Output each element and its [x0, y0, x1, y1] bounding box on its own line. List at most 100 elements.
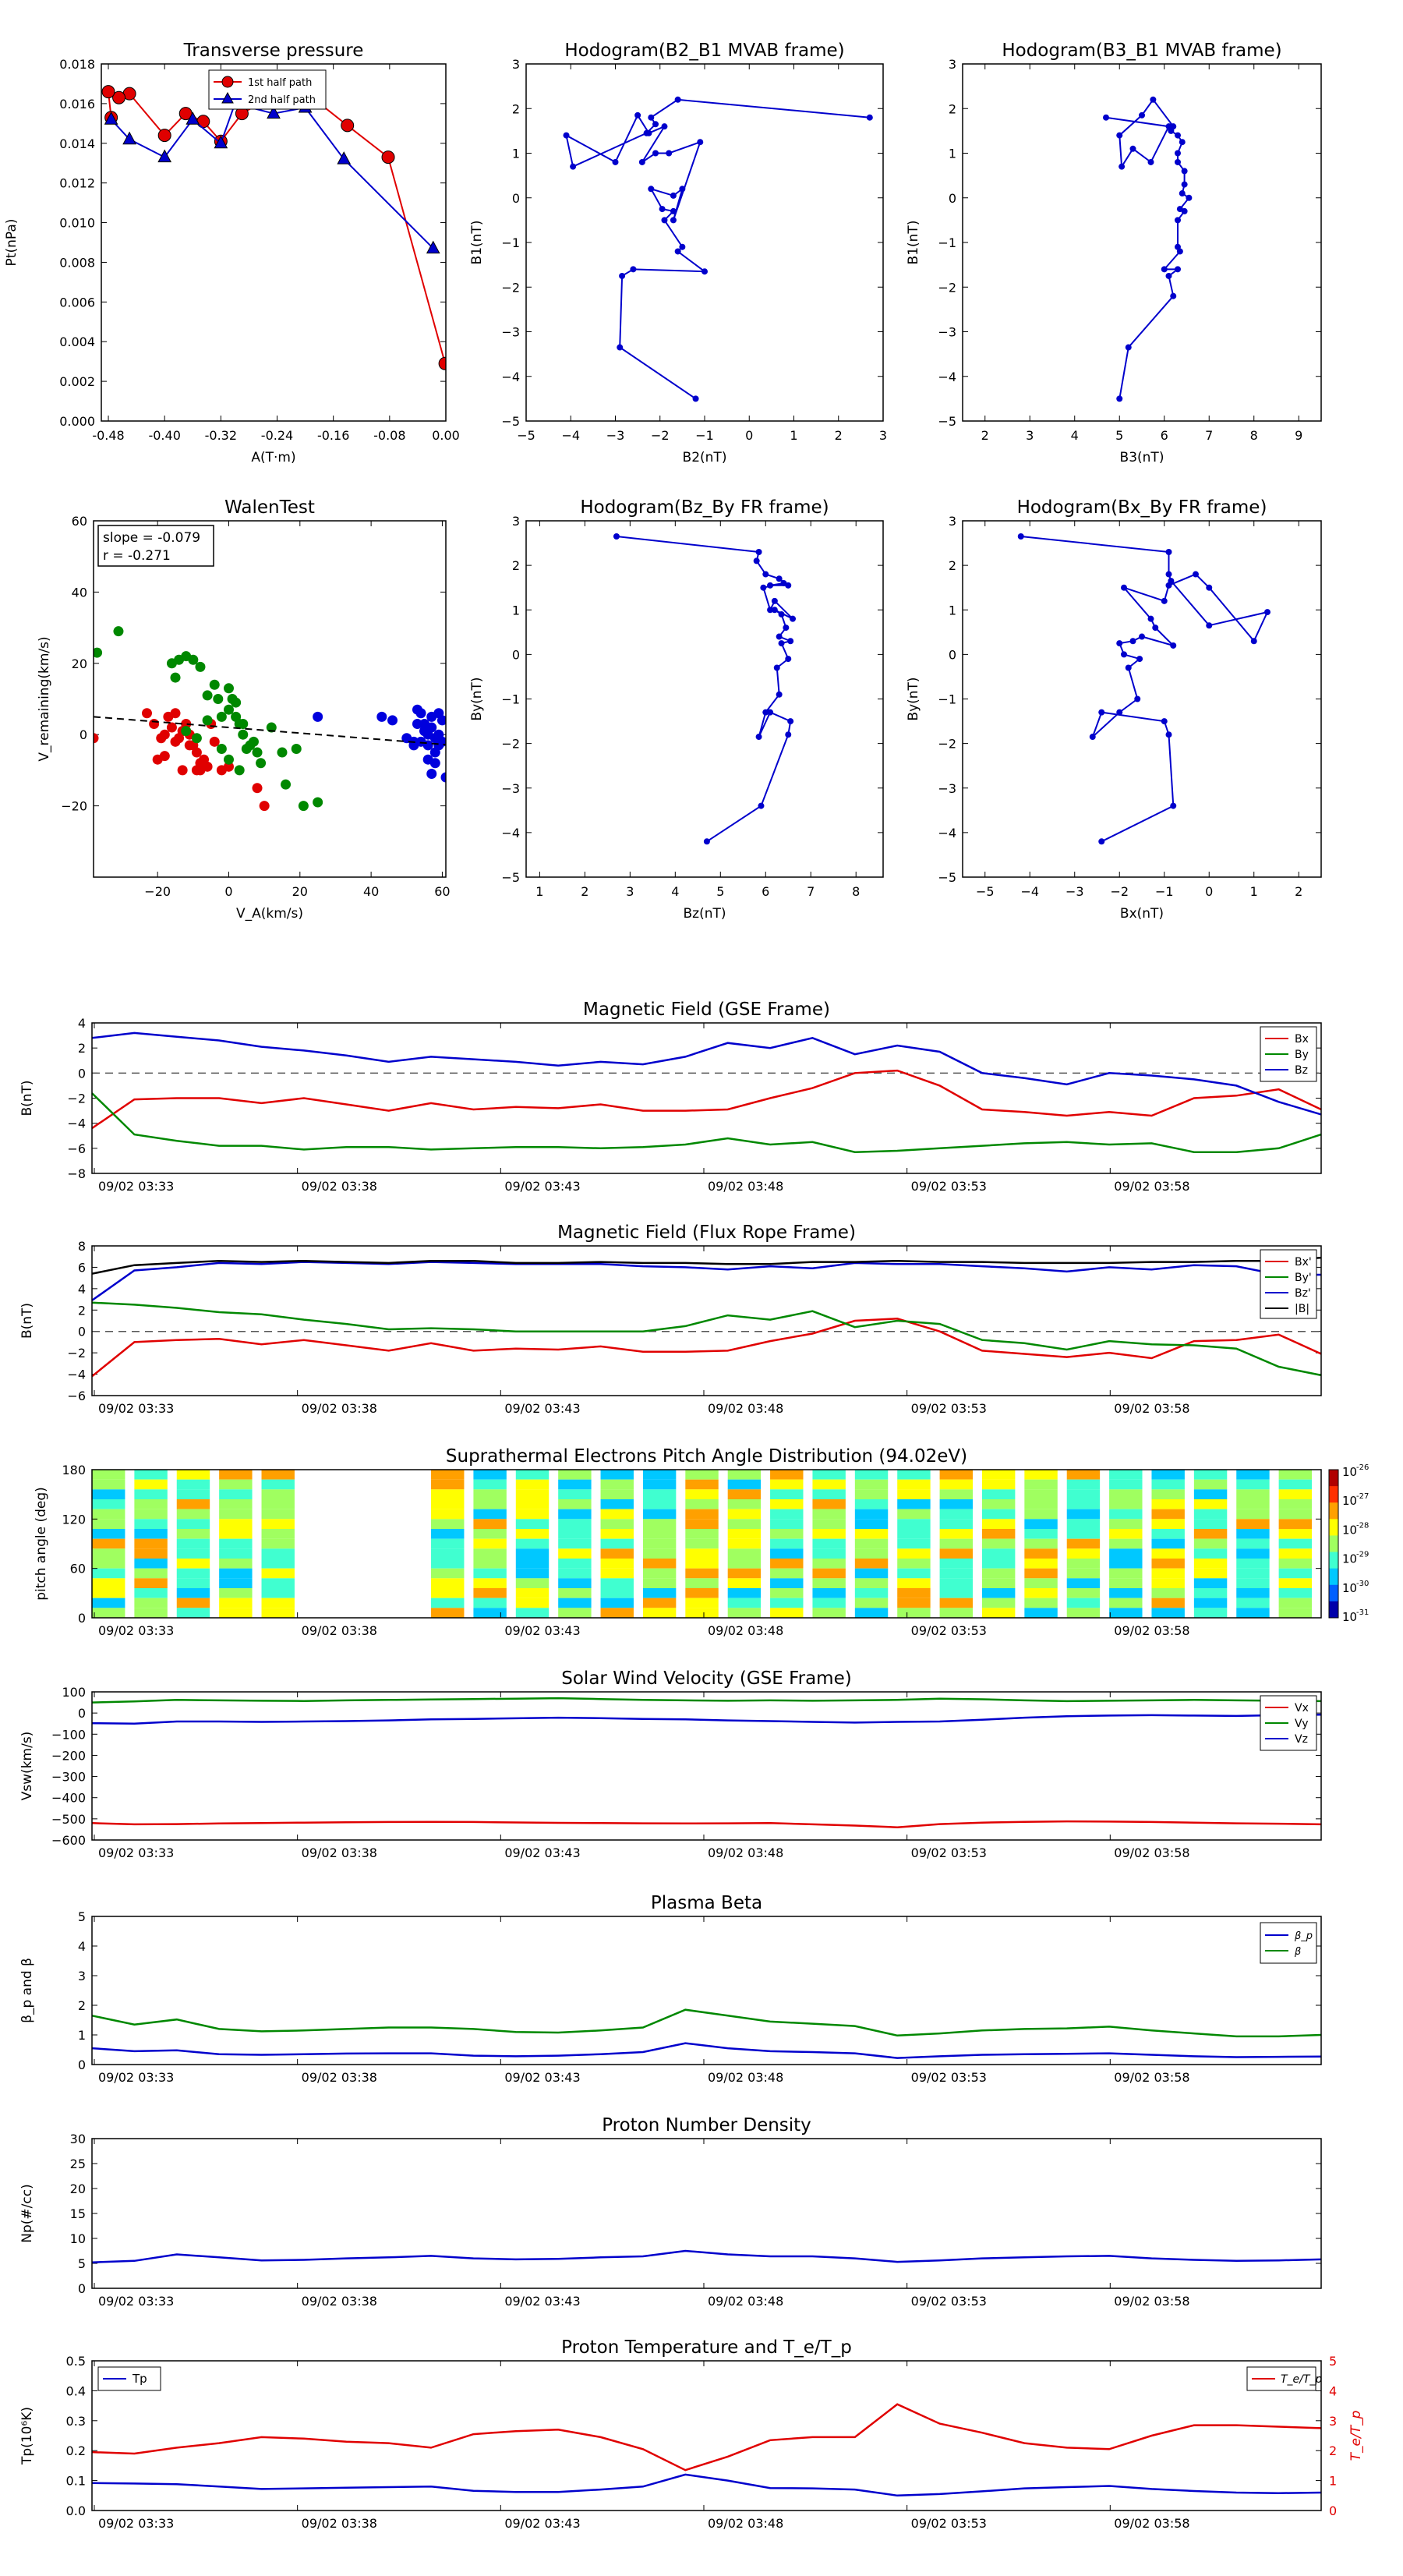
heatmap-cell	[727, 1470, 762, 1480]
heatmap-cell	[558, 1598, 592, 1608]
stats-annotation: slope = -0.079 r = -0.271	[97, 525, 214, 567]
heatmap-cell	[600, 1608, 634, 1618]
legend: 1st half path 2nd half path	[208, 69, 327, 110]
heatmap-cell	[939, 1499, 974, 1509]
heatmap-cell	[134, 1559, 168, 1569]
data-point	[670, 207, 677, 214]
y-tick-label: 0	[78, 1066, 86, 1081]
heatmap-cell	[642, 1519, 677, 1529]
heatmap-cell	[1151, 1608, 1185, 1618]
heatmap-cell	[1151, 1509, 1185, 1520]
data-point	[570, 163, 577, 170]
heatmap-cell	[473, 1588, 507, 1598]
heatmap-cell	[1278, 1509, 1313, 1520]
heatmap-cell	[981, 1548, 1016, 1559]
heatmap-cell	[897, 1578, 931, 1588]
data-point	[619, 272, 626, 279]
plot-area	[613, 533, 797, 845]
heatmap-cell	[431, 1548, 465, 1559]
heatmap-cell	[1193, 1538, 1228, 1549]
data-point	[1179, 190, 1186, 197]
panel-8: Suprathermal Electrons Pitch Angle Distr…	[34, 1446, 1369, 1638]
data-point	[1152, 625, 1159, 632]
heatmap-cell	[1278, 1519, 1313, 1529]
heatmap-cell	[1236, 1509, 1270, 1520]
chart-title: Magnetic Field (Flux Rope Frame)	[557, 1223, 856, 1243]
data-point	[617, 344, 624, 351]
heatmap-cell	[600, 1559, 634, 1569]
data-point	[112, 90, 126, 104]
y-tick-label: 3	[512, 514, 520, 529]
heatmap-cell	[92, 1529, 125, 1539]
heatmap-cell	[92, 1588, 125, 1598]
y-axis-label: B(nT)	[19, 1303, 35, 1339]
data-point	[440, 772, 446, 783]
data-point	[1175, 266, 1181, 273]
heatmap-cell	[1236, 1559, 1270, 1569]
heatmap-cell	[92, 1470, 125, 1480]
x-tick-label: −2	[1110, 884, 1129, 899]
heatmap-cell	[685, 1519, 719, 1529]
y-tick-label: 30	[70, 2132, 86, 2146]
heatmap-cell	[897, 1479, 931, 1490]
y-axis-label: By(nT)	[469, 677, 485, 720]
heatmap-cell	[939, 1598, 974, 1608]
heatmap-cell	[770, 1578, 804, 1588]
heatmap-cell	[939, 1588, 974, 1598]
annotation-r: r = -0.271	[103, 548, 171, 564]
y-tick-label: 3	[512, 57, 520, 72]
series-line-bz	[91, 1031, 1322, 1116]
y2-tick-label: 1	[1329, 2474, 1337, 2489]
heatmap-cell	[854, 1578, 889, 1588]
x-tick-label: −1	[1155, 884, 1174, 899]
chart-title: Transverse pressure	[183, 41, 364, 61]
x-tick-label: 6	[1161, 428, 1168, 443]
heatmap-cell	[558, 1519, 592, 1529]
heatmap-cell	[812, 1529, 846, 1539]
y-tick-label: 40	[72, 585, 87, 600]
colorbar-tick-label: 10	[1342, 1581, 1357, 1595]
heatmap-cell	[1066, 1559, 1101, 1569]
heatmap-cell	[897, 1470, 931, 1480]
data-point	[1147, 158, 1154, 165]
heatmap-cell	[600, 1509, 634, 1520]
y-tick-label: −8	[67, 1166, 86, 1181]
heatmap-cell	[176, 1529, 210, 1539]
data-point	[1175, 217, 1181, 224]
data-point	[149, 718, 160, 729]
x-tick-label: 0	[224, 884, 232, 899]
heatmap-cell	[134, 1470, 168, 1480]
heatmap-cell	[92, 1499, 125, 1509]
heatmap-cell	[897, 1568, 931, 1579]
data-point	[122, 131, 136, 145]
x-tick-label: 09/02 03:53	[911, 1845, 987, 1860]
legend-label: Bx'	[1295, 1256, 1312, 1269]
heatmap-cell	[515, 1499, 550, 1509]
panel-0: Transverse pressure A(T·m) Pt(nPa) 0.000 0.0…	[4, 41, 460, 465]
plot-frame	[525, 63, 884, 422]
y-tick-label: 8	[78, 1239, 86, 1254]
x-tick-label: 40	[363, 884, 379, 899]
data-point	[659, 206, 666, 213]
data-point	[1017, 533, 1024, 540]
data-point	[612, 158, 619, 165]
heatmap-cell	[176, 1598, 210, 1608]
data-point	[1161, 718, 1168, 725]
heatmap-cell	[770, 1470, 804, 1480]
heatmap-cell	[1066, 1499, 1101, 1509]
legend-label: By'	[1295, 1272, 1312, 1284]
x-tick-label: 2	[581, 884, 588, 899]
data-point	[216, 765, 227, 776]
heatmap-cell	[812, 1479, 846, 1490]
heatmap-cell	[981, 1578, 1016, 1588]
heatmap-cell	[92, 1559, 125, 1569]
data-point	[202, 761, 213, 772]
heatmap-cell	[685, 1559, 719, 1569]
heatmap-cell	[1066, 1529, 1101, 1539]
heatmap-cell	[176, 1489, 210, 1499]
data-point	[433, 708, 444, 719]
x-tick-label: 09/02 03:48	[708, 1623, 783, 1638]
data-point	[1125, 664, 1132, 671]
x-tick-label: 09/02 03:53	[911, 2294, 987, 2309]
heatmap-cell	[134, 1538, 168, 1549]
